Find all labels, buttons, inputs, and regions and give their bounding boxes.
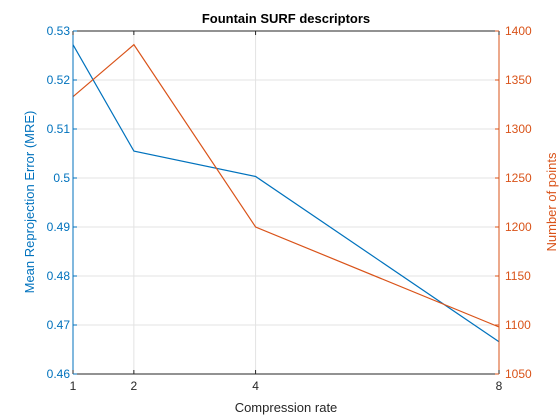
y-tick-label-right-4: 1250 [505, 171, 532, 185]
y-tick-label-left-2: 0.48 [47, 269, 71, 283]
y-tick-label-left-6: 0.52 [47, 73, 71, 87]
x-tick-label-1: 2 [131, 379, 138, 393]
series-line-right [72, 43, 500, 328]
y-axis-label-right: Number of points [544, 152, 559, 251]
y-tick-label-right-0: 1050 [505, 367, 532, 381]
axes: 1 2 4 8 0.46 0.47 0.48 0.49 0.5 0.51 0.52 0.53 1050 1… [47, 24, 532, 393]
y-tick-label-right-6: 1350 [505, 73, 532, 87]
series-line-left [72, 44, 500, 343]
chart-title: Fountain SURF descriptors [202, 11, 370, 26]
y-tick-label-right-3: 1200 [505, 220, 532, 234]
y-tick-label-left-4: 0.5 [53, 171, 70, 185]
x-axis-label: Compression rate [235, 400, 338, 415]
x-tick-label-3: 8 [496, 379, 503, 393]
y-tick-label-left-3: 0.49 [47, 220, 71, 234]
x-tick-label-0: 1 [70, 379, 77, 393]
y-tick-label-right-2: 1150 [505, 269, 531, 283]
x-tick-label-2: 4 [252, 379, 259, 393]
grid [72, 30, 500, 375]
y-tick-label-left-1: 0.47 [47, 318, 71, 332]
y-tick-label-right-1: 1100 [505, 318, 531, 332]
y-axis-label-left: Mean Reprojection Error (MRE) [22, 111, 37, 294]
y-tick-label-right-7: 1400 [505, 24, 532, 38]
y-tick-label-left-7: 0.53 [47, 24, 71, 38]
y-tick-label-right-5: 1300 [505, 122, 532, 136]
y-tick-label-left-5: 0.51 [47, 122, 71, 136]
y-tick-label-left-0: 0.46 [47, 367, 71, 381]
